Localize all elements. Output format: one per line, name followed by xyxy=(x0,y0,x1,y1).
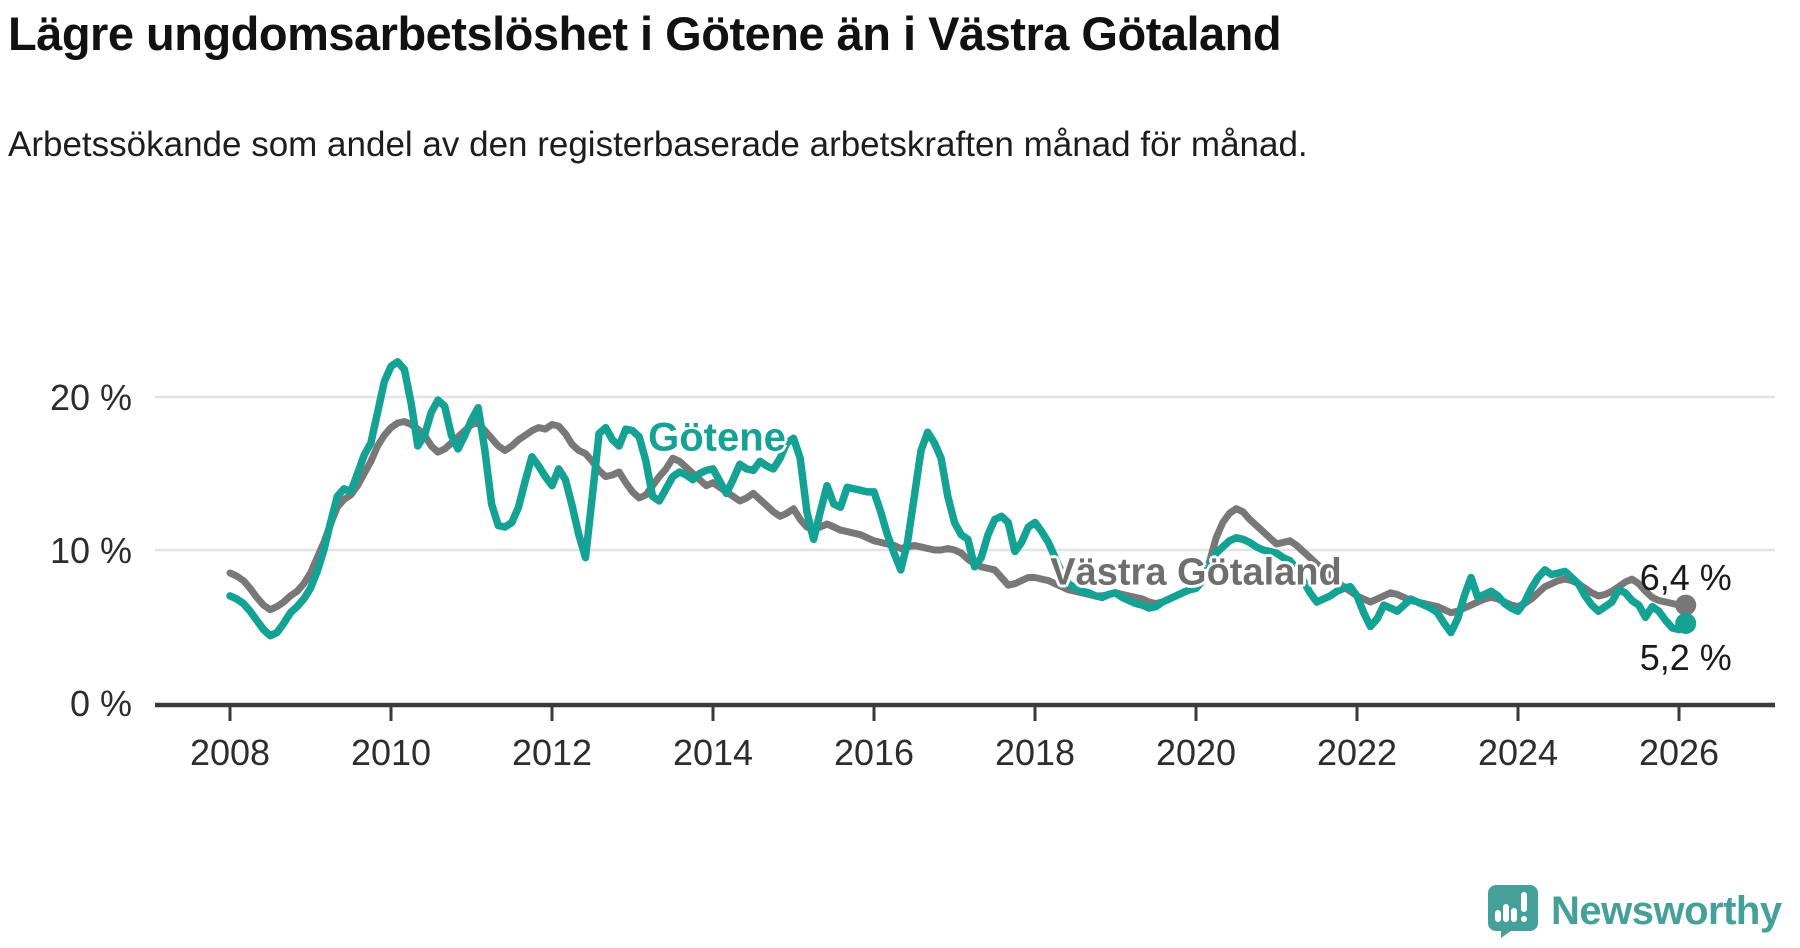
end-dot-gotene xyxy=(1675,612,1697,634)
newsworthy-wordmark: Newsworthy xyxy=(1551,888,1782,933)
series-line-gotene xyxy=(226,358,1690,640)
x-tick-label: 2024 xyxy=(1478,732,1558,773)
y-tick-label: 20 % xyxy=(50,377,132,418)
x-tick-label: 2016 xyxy=(834,732,914,773)
end-dot-vastra-gotaland xyxy=(1675,594,1697,616)
x-tick-label: 2020 xyxy=(1156,732,1236,773)
newsworthy-icon xyxy=(1488,885,1538,938)
x-tick-label: 2010 xyxy=(351,732,431,773)
x-tick-label: 2012 xyxy=(512,732,592,773)
end-value-label-gotene: 5,2 % xyxy=(1639,637,1732,679)
x-tick-label: 2018 xyxy=(995,732,1075,773)
page-subtitle: Arbetssökande som andel av den registerb… xyxy=(8,125,1308,164)
x-tick-label: 2008 xyxy=(190,732,270,773)
series-label-gotene: Götene xyxy=(648,415,786,460)
series-label-vastra-gotaland: Västra Götaland xyxy=(1050,551,1342,594)
y-tick-label: 0 % xyxy=(70,683,132,724)
newsworthy-logo: Newsworthy xyxy=(1487,884,1782,938)
y-tick-label: 10 % xyxy=(50,530,132,571)
x-tick-label: 2014 xyxy=(673,732,753,773)
x-tick-label: 2026 xyxy=(1639,732,1719,773)
page-title: Lägre ungdomsarbetslöshet i Götene än i … xyxy=(8,7,1282,60)
x-tick-label: 2022 xyxy=(1317,732,1397,773)
end-value-label-vastra-gotaland: 6,4 % xyxy=(1639,557,1732,599)
